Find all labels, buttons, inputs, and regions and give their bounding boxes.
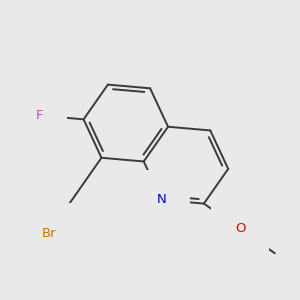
- Text: Br: Br: [41, 226, 56, 239]
- Text: O: O: [235, 222, 245, 236]
- Text: F: F: [36, 109, 43, 122]
- Text: N: N: [157, 194, 166, 206]
